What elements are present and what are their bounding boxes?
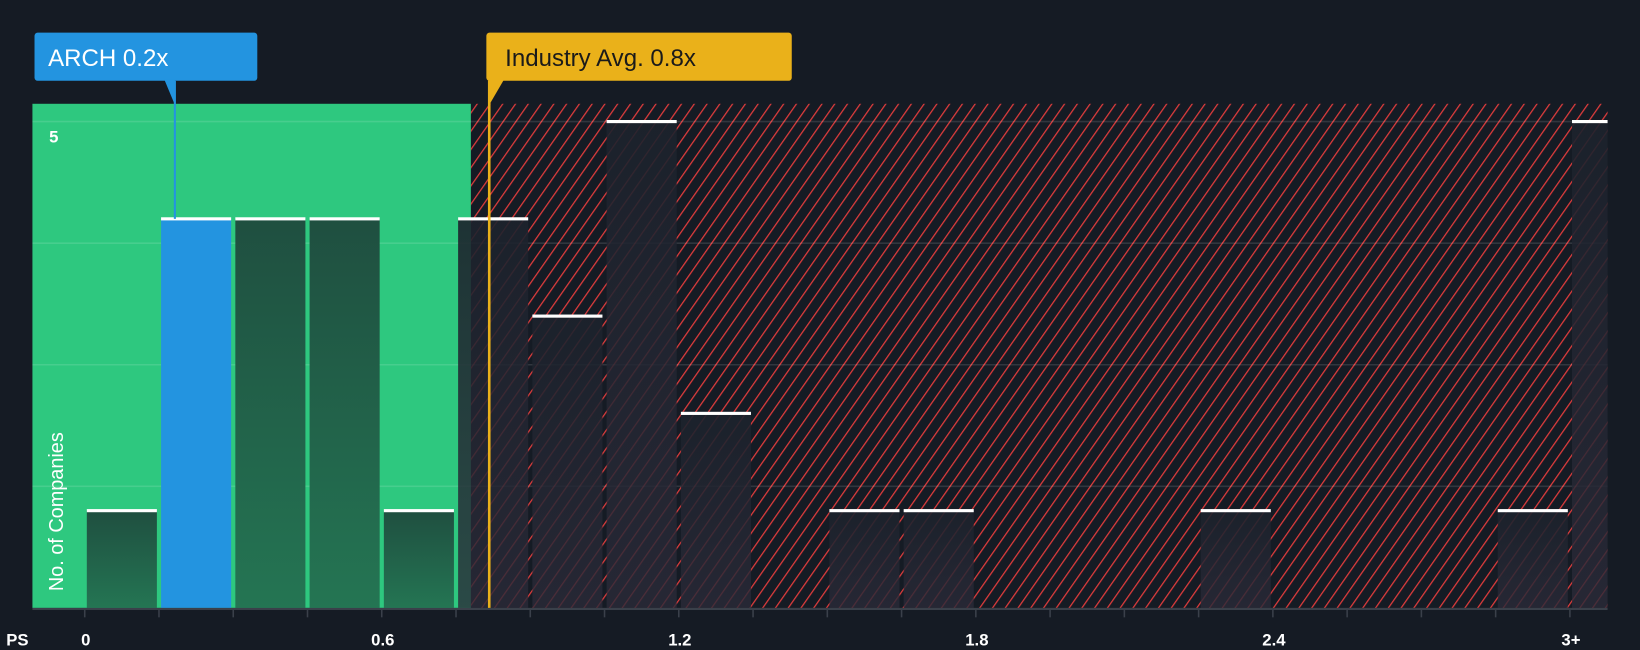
- bar-cap: [383, 509, 454, 513]
- industry-callout-pointer: [488, 79, 504, 105]
- x-tick-label: 2.4: [1262, 631, 1286, 650]
- x-tick-label: 3+: [1561, 631, 1580, 650]
- bar-0.15: [161, 218, 232, 608]
- bar-1.5: [829, 510, 900, 608]
- bar-cap: [161, 217, 232, 221]
- bar-cap: [532, 314, 603, 318]
- y-axis-label: No. of Companies: [46, 432, 68, 591]
- arch-callout-pointer: [164, 79, 175, 105]
- bar-cap: [829, 509, 900, 513]
- bar-1.05: [606, 121, 677, 608]
- y-tick-label: 5: [49, 127, 58, 146]
- bar-cap: [458, 217, 529, 221]
- x-tick-label: 0: [81, 631, 90, 650]
- bar-cap: [86, 509, 157, 513]
- bar-2.25: [1200, 510, 1271, 608]
- bar-cap: [903, 509, 974, 513]
- bar-cap: [680, 411, 751, 415]
- bar-0.6: [383, 510, 454, 608]
- bar-0.45: [309, 218, 380, 608]
- bar-0.75: [458, 218, 529, 608]
- x-tick-label: 1.8: [965, 631, 988, 650]
- bar-3: [1572, 121, 1608, 608]
- bar-1.65: [903, 510, 974, 608]
- arch-callout-label: ARCH 0.2x: [48, 45, 168, 72]
- bar-cap: [1572, 120, 1608, 124]
- bar-1.2: [680, 413, 751, 608]
- bar-0.9: [532, 316, 603, 608]
- industry-avg-callout: [486, 32, 792, 81]
- industry-avg-label: Industry Avg. 0.8x: [505, 45, 696, 72]
- bar-cap: [1497, 509, 1568, 513]
- bar-cap: [235, 217, 306, 221]
- bar-cap: [309, 217, 380, 221]
- bar-2.85: [1497, 510, 1568, 608]
- bar-cap: [606, 120, 677, 124]
- x-tick-label: 1.2: [668, 631, 691, 650]
- arch-callout: [34, 32, 258, 81]
- bar-0.3: [235, 218, 306, 608]
- x-tick-label: 0.6: [371, 631, 394, 650]
- bar-cap: [1200, 509, 1271, 513]
- x-axis-label: PS: [6, 631, 28, 650]
- bar-0: [86, 510, 157, 608]
